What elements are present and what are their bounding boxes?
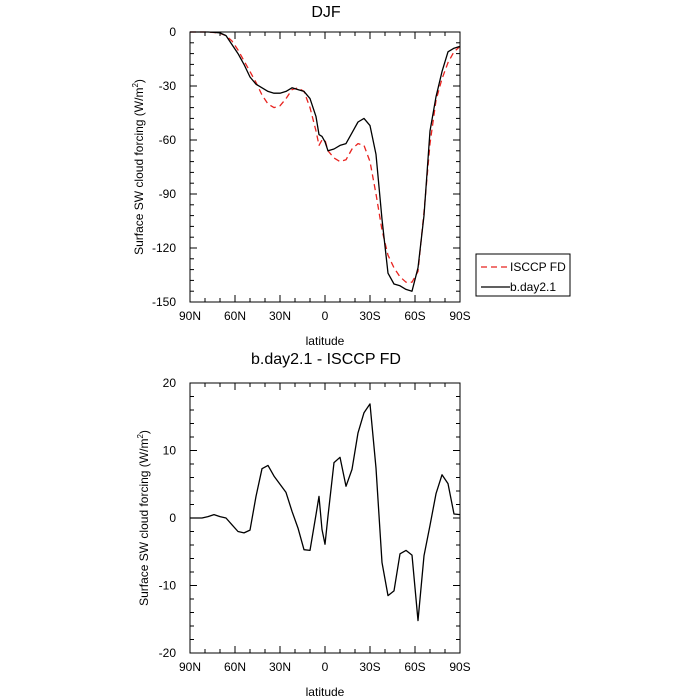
- bottom-y-tick-label: 0: [169, 511, 176, 525]
- top-series-layer: [190, 31, 461, 292]
- bottom-y-axis-label: Surface SW cloud forcing (W/m2): [136, 430, 151, 606]
- top-x-tick-label: 90N: [179, 309, 201, 323]
- bottom-plot-frame: [189, 382, 461, 654]
- top-x-tick-label: 90S: [449, 309, 470, 323]
- bottom-y-tick-label: 20: [163, 376, 177, 390]
- top-y-tick-label: -90: [159, 187, 177, 201]
- bottom-x-tick-label: 90N: [179, 660, 201, 674]
- top-legend: ISCCP FD b.day2.1: [475, 253, 571, 297]
- top-x-tick-label: 30N: [269, 309, 291, 323]
- bottom-x-tick-label: 0: [322, 660, 329, 674]
- bottom-x-tick-label: 30S: [359, 660, 380, 674]
- bottom-y-tick-label: -10: [159, 579, 177, 593]
- legend-box: [475, 253, 571, 297]
- top-y-tick-label: -60: [159, 133, 177, 147]
- bottom-x-axis-label: latitude: [306, 685, 345, 699]
- bottom-series-line-b-day2-1-isccp-fd: [190, 403, 461, 622]
- top-y-tick-label: -150: [152, 295, 176, 309]
- bottom-x-tick-label: 30N: [269, 660, 291, 674]
- bottom-x-tick-label: 60S: [404, 660, 425, 674]
- top-axis-ticks: 90N 60N 30N 0 30S 60S 90S 0 -30 -60 -90 -120 -150: [152, 25, 471, 323]
- bottom-y-tick-label: -20: [159, 646, 177, 660]
- top-x-tick-label: 0: [322, 309, 329, 323]
- top-y-tick-label: -30: [159, 79, 177, 93]
- top-y-axis-label: Surface SW cloud forcing (W/m2): [131, 79, 146, 255]
- top-chart-panel: DJF Surface SW cloud forcing (W/m2) 90N 6…: [131, 4, 571, 348]
- bottom-x-tick-label: 90S: [449, 660, 470, 674]
- bottom-y-tick-label: 10: [163, 444, 177, 458]
- top-x-tick-label: 30S: [359, 309, 380, 323]
- top-x-tick-label: 60S: [404, 309, 425, 323]
- bottom-axis-ticks: 90N 60N 30N 0 30S 60S 90S 20 10 0 -10 -20: [159, 376, 471, 674]
- bottom-chart-title: b.day2.1 - ISCCP FD: [251, 351, 401, 368]
- top-x-axis-label: latitude: [306, 334, 345, 348]
- top-y-tick-label: -120: [152, 241, 176, 255]
- bottom-x-tick-label: 60N: [224, 660, 246, 674]
- top-series-line-isccp-fd: [190, 31, 461, 283]
- top-y-axis-label-text: Surface SW cloud forcing (W/m2): [131, 79, 146, 255]
- top-y-tick-label: 0: [169, 25, 176, 39]
- legend-label-model: b.day2.1: [510, 280, 556, 294]
- bottom-y-axis-label-text: Surface SW cloud forcing (W/m2): [136, 430, 151, 606]
- bottom-series-layer: [190, 403, 461, 622]
- top-chart-title: DJF: [311, 4, 341, 21]
- bottom-chart-panel: b.day2.1 - ISCCP FD Surface SW cloud for…: [136, 351, 471, 699]
- legend-label-isccp: ISCCP FD: [510, 260, 566, 274]
- top-series-line-b-day2-1: [190, 31, 461, 292]
- top-x-tick-label: 60N: [224, 309, 246, 323]
